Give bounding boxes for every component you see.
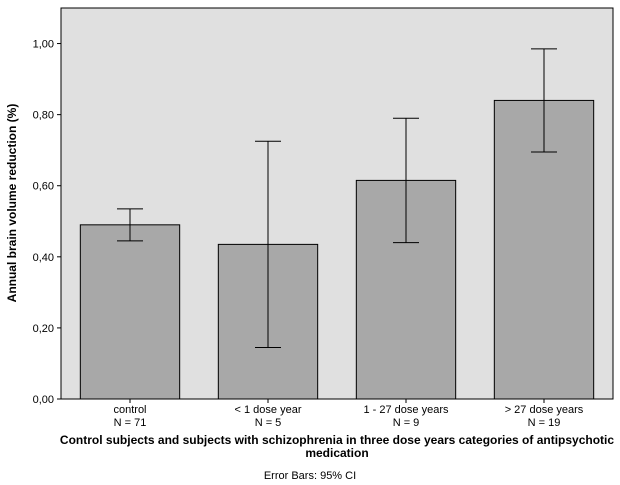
x-category-label: control — [113, 404, 146, 416]
y-tick-label: 1,00 — [33, 39, 54, 51]
x-category-count: N = 71 — [114, 417, 147, 429]
error-bars-footnote: Error Bars: 95% CI — [264, 470, 356, 482]
x-axis-title-line-1: Control subjects and subjects with schiz… — [60, 433, 614, 447]
x-category-count: N = 19 — [528, 417, 561, 429]
x-category-label: 1 - 27 dose years — [364, 404, 449, 416]
y-tick-label: 0,00 — [33, 394, 54, 406]
bar — [79, 224, 181, 400]
y-tick-label: 0,20 — [33, 323, 54, 335]
y-tick-label: 0,40 — [33, 252, 54, 264]
x-category-label: > 27 dose years — [505, 404, 584, 416]
y-axis-title: Annual brain volume reduction (%) — [5, 104, 19, 303]
y-tick-label: 0,80 — [33, 110, 54, 122]
y-tick-label: 0,60 — [33, 181, 54, 193]
x-category-count: N = 5 — [255, 417, 282, 429]
x-category-label: < 1 dose year — [235, 404, 302, 416]
x-axis-title-line-2: medication — [305, 446, 368, 460]
x-category-count: N = 9 — [393, 417, 420, 429]
